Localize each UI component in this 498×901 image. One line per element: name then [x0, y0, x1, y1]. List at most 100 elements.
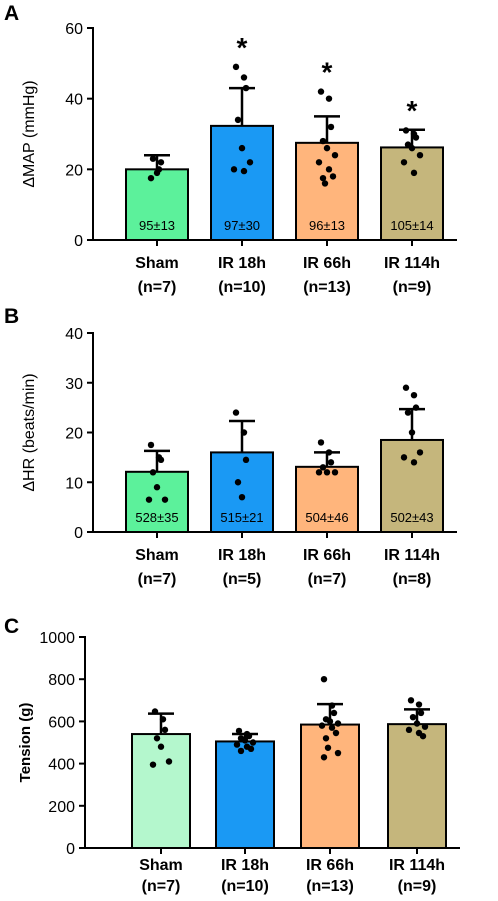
bar [210, 451, 274, 533]
x-n-label: (n=5) [223, 571, 262, 588]
data-point [409, 713, 417, 721]
data-point [149, 469, 157, 476]
data-point [417, 709, 425, 717]
panel-letter: C [4, 615, 19, 638]
y-tick-label: 200 [48, 799, 75, 816]
panel-a: A ΔMAP (mmHg) 0 20 40 60 95±13 Sham (n=7) 97±30 * I… [4, 2, 457, 296]
significance-marker: * [237, 32, 248, 63]
bar-value-label: 502±43 [390, 510, 433, 525]
data-point [400, 159, 408, 166]
data-point [321, 180, 329, 187]
data-point [412, 134, 420, 141]
data-point [402, 127, 410, 134]
panel-b: B ΔHR (beats/min) 0 10 20 30 40 528±35 Sham (n=7)… [4, 305, 457, 588]
data-point [149, 155, 157, 162]
y-tick-label: 60 [65, 21, 83, 38]
data-point [237, 747, 245, 755]
x-category-label: IR 18h [218, 547, 266, 564]
data-point [238, 144, 246, 152]
bar-value-label: 515±21 [220, 510, 263, 525]
data-point [329, 173, 337, 180]
data-point [232, 409, 240, 416]
data-point [234, 116, 242, 124]
x-category-label: IR 66h [303, 547, 351, 564]
x-n-label: (n=10) [218, 279, 266, 296]
y-axis-label: Tension (g) [17, 703, 34, 783]
y-tick-label: 400 [48, 757, 75, 774]
data-point [402, 384, 410, 391]
x-n-label: (n=8) [393, 571, 432, 588]
data-point [165, 758, 173, 765]
data-point [315, 469, 323, 476]
bar [295, 141, 359, 241]
data-point [400, 454, 408, 461]
data-point [410, 459, 418, 466]
y-tick-label: 800 [48, 672, 75, 689]
data-point [404, 409, 412, 416]
data-point [242, 84, 250, 92]
y-axis-label: ΔMAP (mmHg) [21, 80, 38, 187]
data-point [159, 716, 167, 723]
bar-value-label: 97±30 [224, 218, 260, 233]
data-point [245, 732, 253, 740]
data-point [235, 727, 243, 735]
x-n-label: (n=7) [142, 878, 181, 895]
data-point [327, 123, 335, 131]
data-point [319, 137, 327, 145]
panel-letter: B [4, 305, 19, 328]
bar-value-label: 504±46 [305, 510, 348, 525]
bar [380, 146, 444, 241]
y-tick-label: 40 [65, 326, 83, 343]
data-point [249, 739, 257, 746]
data-point [319, 464, 327, 471]
data-point [157, 456, 165, 464]
data-point [415, 701, 423, 708]
bar [125, 470, 189, 533]
y-tick-label: 0 [74, 233, 83, 250]
data-point [334, 720, 342, 727]
x-category-label: IR 114h [384, 255, 440, 272]
y-tick-label: 1000 [39, 630, 75, 647]
data-point [240, 167, 248, 175]
data-point [408, 429, 416, 436]
x-n-label: (n=13) [303, 279, 351, 296]
x-n-label: (n=9) [398, 878, 437, 895]
bar-value-label: 96±13 [309, 218, 345, 233]
x-category-label: IR 66h [303, 255, 351, 272]
data-point [320, 676, 328, 683]
data-point [330, 709, 338, 717]
x-category-label: Sham [135, 255, 179, 272]
data-point [247, 745, 255, 753]
data-point [230, 166, 238, 173]
x-n-label: (n=7) [138, 571, 177, 588]
data-point [405, 726, 413, 734]
bar-value-label: 105±14 [390, 218, 433, 233]
data-point [410, 391, 418, 399]
y-tick-label: 0 [66, 841, 75, 858]
data-point [320, 754, 328, 761]
data-point [240, 74, 248, 81]
data-point [233, 741, 241, 748]
data-point [319, 174, 327, 182]
bar [215, 740, 275, 850]
data-point [408, 144, 416, 152]
x-category-label: IR 18h [218, 255, 266, 272]
data-point [412, 404, 420, 411]
data-point [326, 718, 334, 725]
data-point [317, 88, 325, 95]
data-point [153, 735, 161, 742]
panel-letter: A [4, 2, 19, 25]
bar [210, 124, 274, 241]
data-point [328, 724, 336, 731]
data-point [246, 159, 254, 166]
significance-marker: * [322, 57, 333, 88]
data-point [232, 63, 240, 71]
bar-value-label: 95±13 [139, 218, 175, 233]
x-n-label: (n=10) [221, 878, 269, 895]
data-point [161, 496, 169, 503]
data-point [147, 174, 155, 182]
y-tick-label: 0 [74, 525, 83, 542]
y-tick-label: 600 [48, 714, 75, 731]
y-axis-label: ΔHR (beats/min) [21, 373, 38, 491]
y-tick-label: 40 [65, 92, 83, 109]
